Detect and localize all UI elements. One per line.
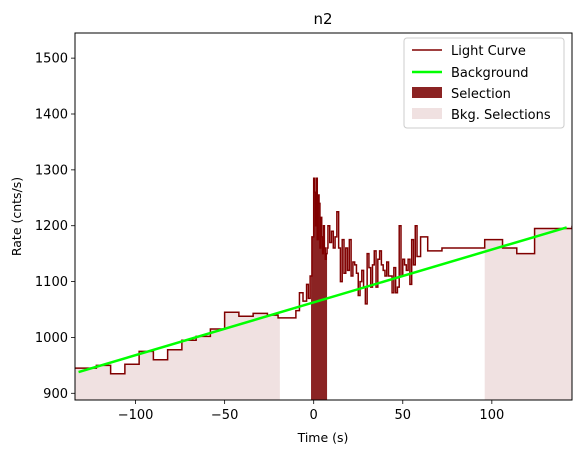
- selection-region: [311, 178, 328, 400]
- bkg-selection-region-1: [484, 228, 572, 400]
- legend-label-selection: Selection: [451, 87, 511, 102]
- light-curve-line: [75, 177, 572, 375]
- legend: Light Curve Background Selection Bkg. Se…: [403, 37, 565, 129]
- x-tick-label: −100: [118, 408, 154, 423]
- background-fit-layer: [78, 226, 568, 374]
- legend-box: [403, 37, 565, 129]
- plot-frame: [74, 32, 573, 401]
- y-axis-ticks: 900 1000 1100 1200 1300 1400 1500: [35, 52, 75, 402]
- x-axis-label: Time (s): [297, 430, 349, 445]
- y-tick-label: 1200: [35, 219, 68, 234]
- legend-label-bkg-selections: Bkg. Selections: [451, 108, 551, 123]
- chart-title: n2: [313, 10, 332, 28]
- legend-label-background: Background: [451, 66, 529, 81]
- selection-layer: [311, 178, 328, 400]
- x-tick-label: 100: [479, 408, 504, 423]
- x-tick-label: 50: [394, 408, 411, 423]
- y-tick-label: 1100: [35, 275, 68, 290]
- y-tick-label: 1000: [35, 331, 68, 346]
- x-tick-label: −50: [211, 408, 238, 423]
- light-curve-layer: [75, 177, 572, 375]
- y-tick-label: 1500: [35, 52, 68, 67]
- x-tick-label: 0: [310, 408, 318, 423]
- y-axis-label: Rate (cnts/s): [9, 177, 24, 256]
- bkg-selection-region-0: [75, 312, 280, 400]
- background-fit-line: [78, 226, 568, 374]
- y-tick-label: 900: [43, 387, 68, 402]
- legend-swatch-selection: [412, 87, 442, 98]
- legend-swatch-bkg-selections: [412, 108, 442, 119]
- legend-label-light-curve: Light Curve: [451, 44, 526, 59]
- y-tick-label: 1400: [35, 107, 68, 122]
- y-tick-label: 1300: [35, 163, 68, 178]
- bkg-selections-layer: [75, 228, 572, 400]
- x-axis-ticks: −100 −50 0 50 100: [118, 400, 504, 423]
